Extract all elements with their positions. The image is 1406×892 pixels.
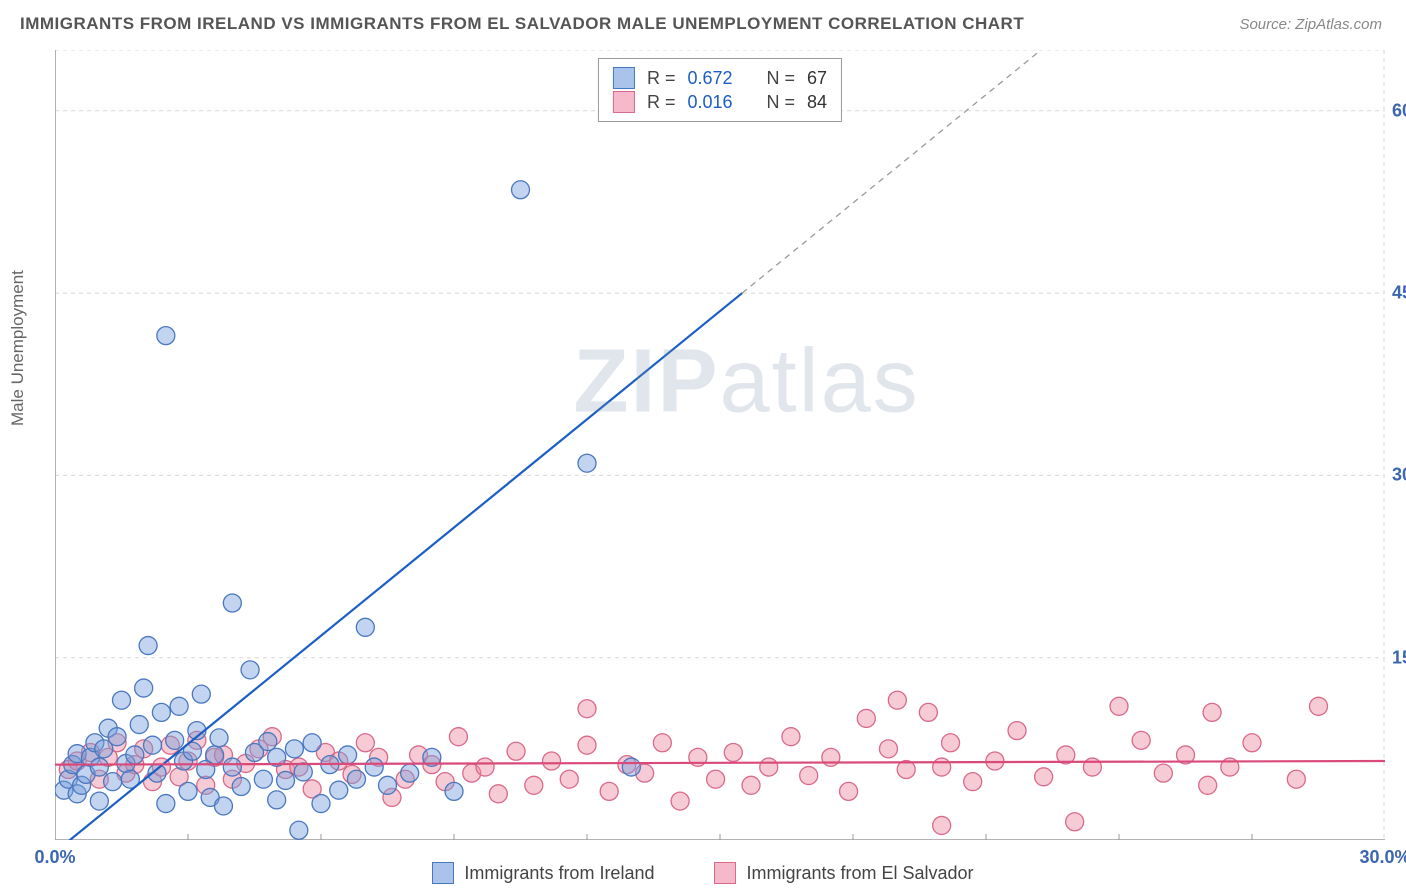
y-axis-label: Male Unemployment xyxy=(8,270,28,426)
n-value-elsalvador: 84 xyxy=(807,92,827,113)
r-value-ireland: 0.672 xyxy=(687,68,732,89)
legend-swatch-elsalvador xyxy=(714,862,736,884)
bottom-legend: Immigrants from Ireland Immigrants from … xyxy=(0,862,1406,884)
r-value-elsalvador: 0.016 xyxy=(687,92,732,113)
n-label: N = xyxy=(767,68,796,89)
legend-item-ireland: Immigrants from Ireland xyxy=(432,862,654,884)
r-label: R = xyxy=(647,92,676,113)
stats-row-elsalvador: R = 0.016 N = 84 xyxy=(613,91,827,113)
correlation-stats-box: R = 0.672 N = 67 R = 0.016 N = 84 xyxy=(598,58,842,122)
r-label: R = xyxy=(647,68,676,89)
y-tick-label: 30.0% xyxy=(1392,465,1406,486)
swatch-elsalvador xyxy=(613,91,635,113)
y-tick-label: 45.0% xyxy=(1392,283,1406,304)
legend-item-elsalvador: Immigrants from El Salvador xyxy=(714,862,973,884)
y-tick-label: 60.0% xyxy=(1392,100,1406,121)
scatter-plot-svg xyxy=(55,50,1385,840)
legend-swatch-ireland xyxy=(432,862,454,884)
chart-title: IMMIGRANTS FROM IRELAND VS IMMIGRANTS FR… xyxy=(20,14,1024,34)
y-tick-label: 15.0% xyxy=(1392,647,1406,668)
n-value-ireland: 67 xyxy=(807,68,827,89)
plot-container: ZIPatlas R = 0.672 N = 67 R = 0.016 N = … xyxy=(55,50,1385,840)
swatch-ireland xyxy=(613,67,635,89)
legend-label-elsalvador: Immigrants from El Salvador xyxy=(746,863,973,884)
n-label: N = xyxy=(767,92,796,113)
legend-label-ireland: Immigrants from Ireland xyxy=(464,863,654,884)
source-attribution: Source: ZipAtlas.com xyxy=(1239,16,1382,33)
stats-row-ireland: R = 0.672 N = 67 xyxy=(613,67,827,89)
